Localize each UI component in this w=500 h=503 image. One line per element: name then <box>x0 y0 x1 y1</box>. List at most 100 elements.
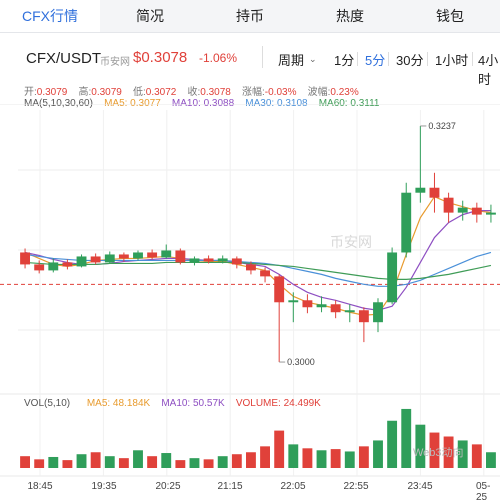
change-label: 涨幅: <box>242 87 265 98</box>
divider <box>357 52 358 66</box>
candle-body <box>189 258 200 263</box>
candle-body <box>62 262 73 267</box>
candle-body <box>274 276 285 303</box>
x-tick-label: 21:15 <box>217 481 243 492</box>
amplitude-label: 波幅: <box>307 87 331 98</box>
volume-bar <box>246 452 256 468</box>
candlestick-chart[interactable]: 0.3237 0.3000 <box>0 104 500 480</box>
tab-holdings[interactable]: 持币 <box>236 8 264 24</box>
candle-body <box>358 310 369 323</box>
candle-body <box>429 187 440 198</box>
volume-bar <box>147 456 158 468</box>
candle-body <box>147 252 158 258</box>
x-tick-label: 18:45 <box>27 481 53 492</box>
x-tick-label: 19:35 <box>91 481 117 492</box>
vol-title: VOL(5,10) <box>24 398 71 409</box>
ohlc-info: 开:0.3079 高:0.3079 低:0.3072 收:0.3078 涨幅:-… <box>24 83 359 98</box>
candle-body <box>401 192 412 253</box>
candle-body <box>471 207 482 215</box>
volume-bar <box>118 458 129 468</box>
candle-body <box>387 252 398 303</box>
volume-bar <box>344 451 355 468</box>
candle-body <box>486 212 496 215</box>
candle-body <box>288 300 299 303</box>
interval-1m[interactable]: 1分 <box>334 53 355 68</box>
volume-bar <box>401 408 412 468</box>
volume-bar <box>20 456 30 468</box>
high-value: 0.3079 <box>91 87 122 98</box>
volume-bar <box>133 450 143 468</box>
ma-line-ma30 <box>24 251 492 287</box>
volume-bar <box>48 456 59 468</box>
tab-overview[interactable]: 简况 <box>136 8 164 24</box>
tab-cfx-market[interactable]: CFX行情 <box>0 0 100 32</box>
tab-popularity[interactable]: 热度 <box>336 8 364 24</box>
volume-bar <box>203 459 214 468</box>
interval-1h[interactable]: 1小时 <box>435 53 469 68</box>
source-watermark: Web3动向 <box>413 447 464 459</box>
x-tick-label: 23:45 <box>407 481 433 492</box>
candle-body <box>133 252 143 259</box>
divider <box>388 52 389 66</box>
open-label: 开: <box>24 87 37 98</box>
volume-bar <box>217 456 228 468</box>
candle-body <box>118 254 129 259</box>
volume-bar <box>316 450 327 468</box>
volume-bar <box>429 432 440 468</box>
volume-bar <box>443 436 454 468</box>
x-tick-label: 20:25 <box>155 481 181 492</box>
period-selector[interactable]: 周期 ⌄ <box>278 50 317 69</box>
interval-30m[interactable]: 30分 <box>396 53 424 68</box>
divider <box>427 52 428 66</box>
volume-info: VOL(5,10) MA5: 48.184K MA10: 50.57K VOLU… <box>24 398 321 409</box>
volume-bar <box>34 459 45 468</box>
candle-body <box>48 262 59 271</box>
candle-body <box>161 250 172 258</box>
volume-bar <box>330 449 341 468</box>
volume-bar <box>161 453 172 468</box>
volume-bar <box>358 446 369 468</box>
vol-ma5: MA5: 48.184K <box>86 398 151 409</box>
candle-body <box>344 310 355 313</box>
candle-body <box>203 258 214 262</box>
volume-bar <box>260 446 270 468</box>
low-value: 0.3072 <box>145 87 177 98</box>
candle-body <box>457 207 468 213</box>
candle-body <box>217 258 228 262</box>
interval-4h[interactable]: 4小时 <box>478 53 499 87</box>
volume-bar <box>189 458 200 468</box>
volume-bar <box>231 454 242 468</box>
candle-body <box>90 256 101 263</box>
low-annotation: 0.3000 <box>287 357 315 367</box>
volume-bar <box>457 440 468 468</box>
volume-bar <box>76 454 87 468</box>
volume-bar <box>175 460 186 468</box>
candle-body <box>260 270 270 277</box>
volume-bar <box>90 452 101 468</box>
tab-wallet[interactable]: 钱包 <box>436 8 464 24</box>
candle-body <box>330 304 341 313</box>
period-label: 周期 <box>278 53 305 68</box>
candle-body <box>231 258 242 265</box>
ma-line-ma60 <box>25 261 492 280</box>
candle-body <box>316 304 327 308</box>
candle-body <box>34 264 45 271</box>
ticker-header: CFX/USDT 币安网 $0.3078 -1.06% 周期 ⌄ 1分 5分 3… <box>0 40 500 87</box>
open-value: 0.3079 <box>36 87 68 98</box>
x-tick-label: 22:05 <box>280 481 306 492</box>
candle-body <box>373 302 383 323</box>
candle-body <box>415 187 426 193</box>
low-label: 低: <box>133 87 146 98</box>
volume-bar <box>387 420 398 468</box>
high-label: 高: <box>78 87 92 98</box>
volume-bar <box>415 424 426 468</box>
interval-5m[interactable]: 5分 <box>365 53 386 68</box>
volume-bar <box>274 430 285 468</box>
divider <box>262 46 263 68</box>
close-value: 0.3078 <box>200 87 231 98</box>
x-tick-label: 05-25 <box>476 481 491 503</box>
close-label: 收: <box>187 87 201 98</box>
candle-body <box>76 256 87 267</box>
candle-body <box>302 300 313 308</box>
divider <box>472 52 473 66</box>
